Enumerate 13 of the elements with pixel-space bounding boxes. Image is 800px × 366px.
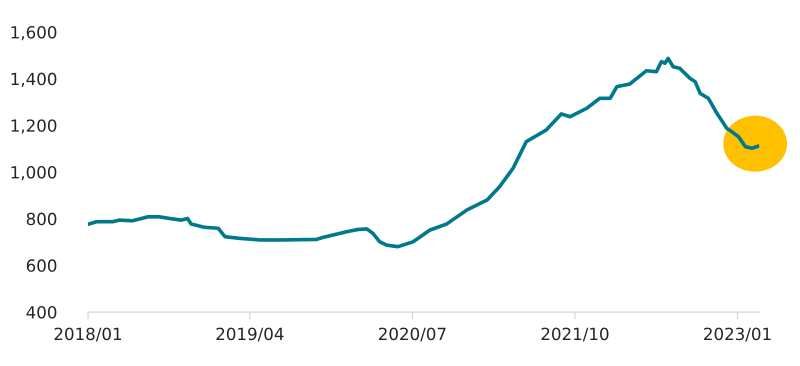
- x-tick-label: 2021/10: [542, 328, 608, 342]
- y-tick-label: 600: [26, 259, 56, 272]
- x-tick-label: 2020/07: [378, 328, 446, 342]
- x-tick-label: 2023/01: [704, 328, 771, 342]
- line-series: [88, 56, 760, 248]
- y-tick-label: 1,600: [12, 26, 56, 40]
- y-tick-label: 1,200: [12, 119, 56, 134]
- x-tick-label: 2018/01: [54, 328, 122, 342]
- x-tick-label: 2019/04: [216, 328, 284, 342]
- y-tick-label: 800: [26, 212, 56, 226]
- y-tick-label: 400: [26, 306, 56, 319]
- y-tick-label: 1,400: [12, 72, 56, 87]
- y-tick-label: 1,000: [12, 166, 56, 180]
